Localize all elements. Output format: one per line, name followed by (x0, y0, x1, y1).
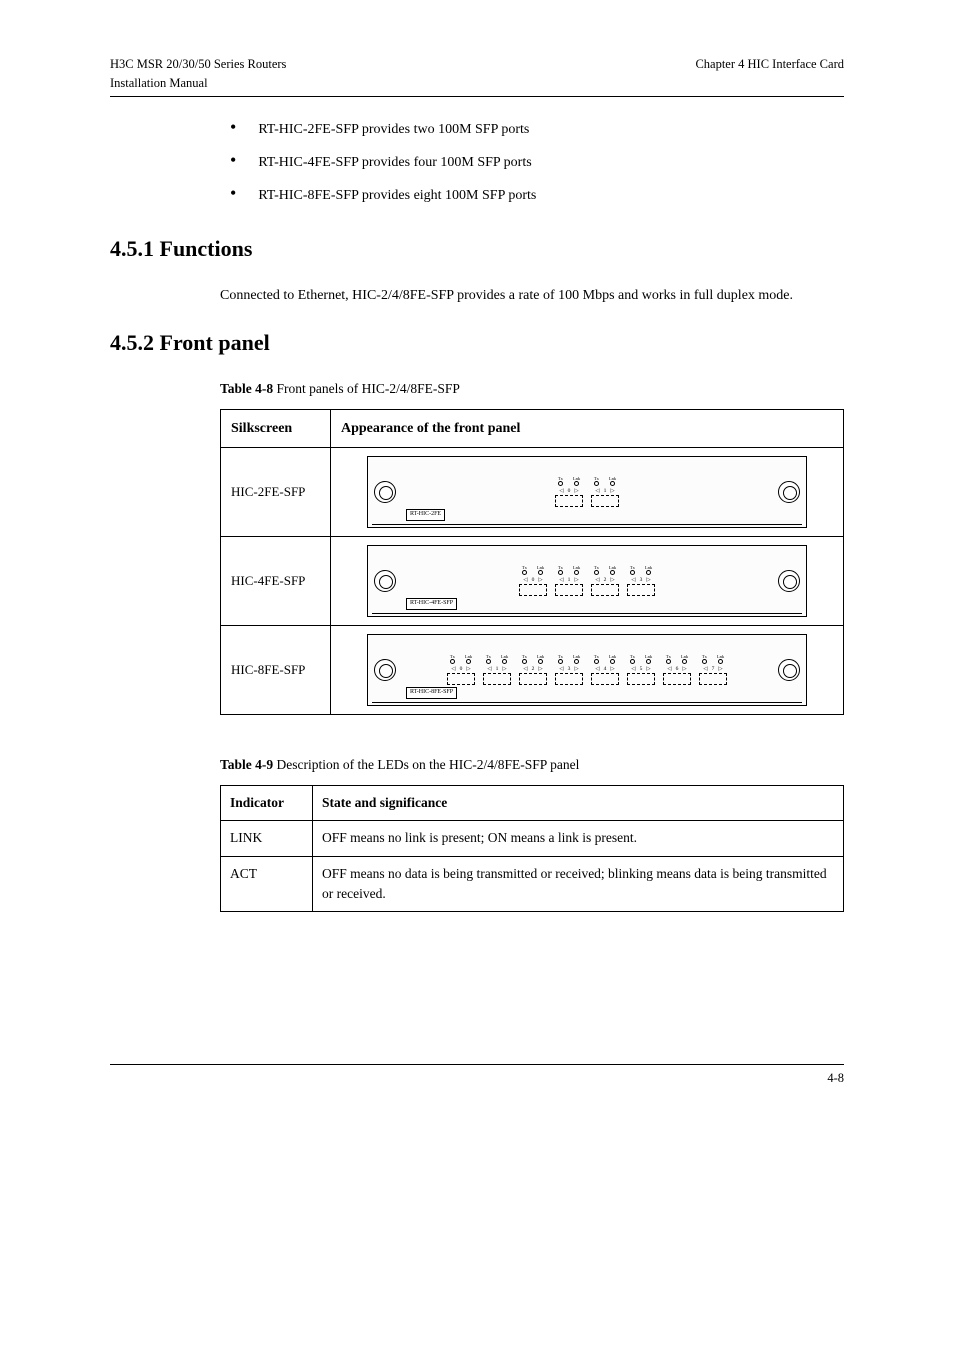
table-row: HIC-4FE-SFP Tx Lnk ◁0▷ Tx Lnk ◁1▷ Tx (221, 536, 844, 625)
bullet-icon: • (230, 152, 236, 168)
indicator-name: LINK (221, 821, 313, 856)
indicator-table: Indicator State and significance LINK OF… (220, 785, 844, 912)
indicator-state: OFF means no link is present; ON means a… (313, 821, 844, 856)
bullet-icon: • (230, 119, 236, 135)
panel-silkscreen-label: RT-HIC-2FE (406, 509, 445, 521)
sfp-port: Tx Lnk ◁0▷ (519, 565, 547, 596)
heading-title: Front panel (160, 330, 270, 355)
table-row: ACT OFF means no data is being transmitt… (221, 856, 844, 912)
screw-icon (374, 481, 396, 503)
screw-icon (778, 570, 800, 592)
page-header: H3C MSR 20/30/50 Series Routers Installa… (110, 55, 844, 97)
bullet-item: • RT-HIC-2FE-SFP provides two 100M SFP p… (230, 119, 844, 140)
sfp-port: Tx Lnk ◁2▷ (591, 565, 619, 596)
device-panel-diagram: Tx Lnk ◁0▷ Tx Lnk ◁1▷ Tx Lnk ◁2▷ Tx (367, 634, 807, 706)
sfp-port: Tx Lnk ◁3▷ (555, 654, 583, 685)
heading-functions: 4.5.1 Functions (110, 232, 844, 265)
indicator-caption: Table 4-9 Description of the LEDs on the… (220, 755, 844, 775)
caption-bold: Table 4-9 (220, 757, 273, 772)
header-left-line1: H3C MSR 20/30/50 Series Routers (110, 55, 286, 74)
panel-silkscreen-label: RT-HIC-8FE-SFP (406, 687, 457, 699)
sfp-port: Tx Lnk ◁1▷ (483, 654, 511, 685)
panel-image-cell: Tx Lnk ◁0▷ Tx Lnk ◁1▷ Tx Lnk ◁2▷ Tx (331, 625, 844, 714)
indicator-name: ACT (221, 856, 313, 912)
silkscreen-cell: HIC-2FE-SFP (221, 447, 331, 536)
sfp-port: Tx Lnk ◁1▷ (591, 476, 619, 507)
sfp-port: Tx Lnk ◁5▷ (627, 654, 655, 685)
bullet-text: RT-HIC-2FE-SFP provides two 100M SFP por… (258, 119, 844, 140)
sfp-port: Tx Lnk ◁2▷ (519, 654, 547, 685)
screw-icon (374, 659, 396, 681)
panel-image-cell: Tx Lnk ◁0▷ Tx Lnk ◁1▷ Tx Lnk ◁2▷ Tx (331, 536, 844, 625)
th-indicator: Indicator (221, 786, 313, 821)
device-panel-diagram: Tx Lnk ◁0▷ Tx Lnk ◁1▷ Tx Lnk ◁2▷ Tx (367, 545, 807, 617)
device-panel-diagram: Tx Lnk ◁0▷ Tx Lnk ◁1▷ RT-HIC-2FE (367, 456, 807, 528)
header-right: Chapter 4 HIC Interface Card (695, 55, 844, 93)
screw-icon (374, 570, 396, 592)
table-row: HIC-8FE-SFP Tx Lnk ◁0▷ Tx Lnk ◁1▷ Tx (221, 625, 844, 714)
heading-title: Functions (160, 236, 253, 261)
th-appearance: Appearance of the front panel (331, 409, 844, 447)
indicator-state: OFF means no data is being transmitted o… (313, 856, 844, 912)
silkscreen-cell: HIC-4FE-SFP (221, 536, 331, 625)
screw-icon (778, 659, 800, 681)
caption-bold: Table 4-8 (220, 381, 273, 396)
sfp-port: Tx Lnk ◁1▷ (555, 565, 583, 596)
sfp-port: Tx Lnk ◁3▷ (627, 565, 655, 596)
heading-number: 4.5.1 (110, 236, 154, 261)
th-state: State and significance (313, 786, 844, 821)
bullet-item: • RT-HIC-4FE-SFP provides four 100M SFP … (230, 152, 844, 173)
sfp-port: Tx Lnk ◁4▷ (591, 654, 619, 685)
screw-icon (778, 481, 800, 503)
table-row: HIC-2FE-SFP Tx Lnk ◁0▷ Tx Lnk ◁1▷ RT-HIC… (221, 447, 844, 536)
sfp-port: Tx Lnk ◁6▷ (663, 654, 691, 685)
front-panel-table: Silkscreen Appearance of the front panel… (220, 409, 844, 715)
product-bullet-list: • RT-HIC-2FE-SFP provides two 100M SFP p… (230, 119, 844, 206)
heading-frontpanel: 4.5.2 Front panel (110, 326, 844, 359)
sfp-port: Tx Lnk ◁0▷ (555, 476, 583, 507)
header-left-line2: Installation Manual (110, 74, 286, 93)
header-left: H3C MSR 20/30/50 Series Routers Installa… (110, 55, 286, 93)
bullet-text: RT-HIC-8FE-SFP provides eight 100M SFP p… (258, 185, 844, 206)
heading-number: 4.5.2 (110, 330, 154, 355)
sfp-port: Tx Lnk ◁0▷ (447, 654, 475, 685)
bullet-icon: • (230, 185, 236, 201)
footer-right: 4-8 (827, 1069, 844, 1088)
bullet-item: • RT-HIC-8FE-SFP provides eight 100M SFP… (230, 185, 844, 206)
caption-text: Description of the LEDs on the HIC-2/4/8… (273, 757, 579, 772)
silkscreen-cell: HIC-8FE-SFP (221, 625, 331, 714)
sfp-port: Tx Lnk ◁7▷ (699, 654, 727, 685)
th-silkscreen: Silkscreen (221, 409, 331, 447)
functions-paragraph: Connected to Ethernet, HIC-2/4/8FE-SFP p… (220, 285, 844, 306)
caption-text: Front panels of HIC-2/4/8FE-SFP (273, 381, 460, 396)
panel-silkscreen-label: RT-HIC-4FE-SFP (406, 598, 457, 610)
panel-image-cell: Tx Lnk ◁0▷ Tx Lnk ◁1▷ RT-HIC-2FE (331, 447, 844, 536)
bullet-text: RT-HIC-4FE-SFP provides four 100M SFP po… (258, 152, 844, 173)
page-footer: 4-8 (110, 1064, 844, 1088)
table-caption: Table 4-8 Front panels of HIC-2/4/8FE-SF… (220, 379, 844, 399)
table-row: LINK OFF means no link is present; ON me… (221, 821, 844, 856)
